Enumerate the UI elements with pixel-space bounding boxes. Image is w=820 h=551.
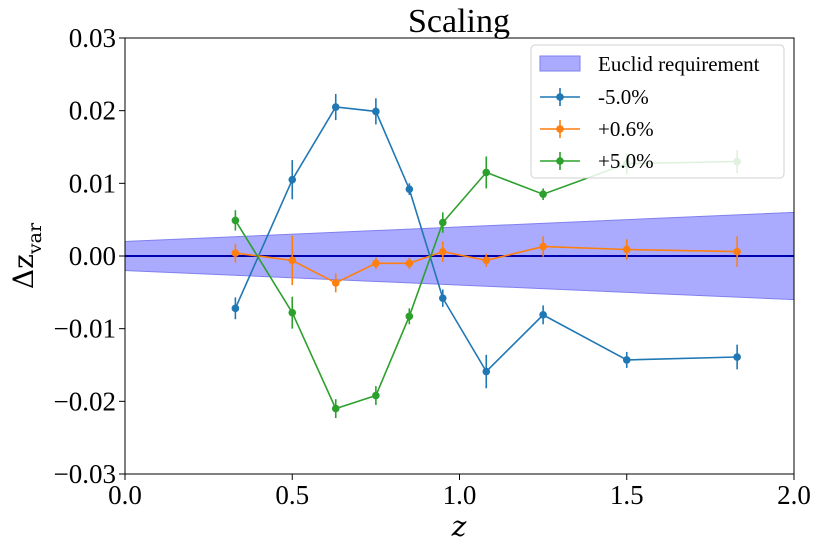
data-point (231, 304, 240, 313)
data-point (405, 312, 414, 321)
legend-marker (556, 93, 564, 101)
data-point (438, 218, 447, 227)
data-point (482, 256, 491, 265)
data-point (231, 216, 240, 225)
legend-label-band: Euclid requirement (598, 52, 760, 76)
data-point (622, 245, 631, 254)
series-layer (231, 93, 741, 419)
legend-band-swatch (539, 55, 581, 72)
data-point (331, 279, 340, 287)
data-point (288, 308, 297, 317)
x-tick-label: 0.0 (108, 480, 142, 510)
legend-label: -5.0% (598, 85, 649, 109)
series-1 (231, 93, 741, 389)
legend-entry-1: -5.0% (540, 85, 649, 109)
legend-marker (556, 125, 564, 133)
svg-text:Δzvar: Δzvar (7, 222, 46, 289)
data-point (482, 367, 491, 376)
data-point (331, 404, 340, 413)
y-axis-label: Δzvar (7, 222, 46, 289)
data-point (288, 256, 297, 265)
y-tick-label: −0.01 (54, 314, 116, 344)
legend-label: +5.0% (598, 149, 654, 173)
y-tick-label: −0.03 (54, 459, 116, 489)
x-tick-label: 1.5 (610, 480, 644, 510)
y-axis-ticks: −0.03 −0.02 −0.01 0.00 0.01 0.02 0.03 (54, 23, 125, 489)
legend-box (530, 44, 785, 179)
y-tick-label: 0.03 (69, 23, 116, 53)
data-point (405, 259, 414, 268)
data-point (733, 247, 741, 256)
data-point (622, 356, 631, 364)
legend-entry-3: +5.0% (540, 149, 654, 173)
y-tick-label: 0.00 (69, 241, 116, 271)
series-line (234, 160, 738, 410)
series-2 (231, 235, 741, 293)
y-axis-label-sub: var (24, 222, 46, 255)
data-point (372, 259, 380, 268)
y-tick-label: 0.01 (69, 168, 116, 198)
legend-label: +0.6% (598, 117, 654, 141)
data-point (231, 249, 240, 257)
data-point (331, 103, 340, 111)
data-point (372, 391, 380, 400)
legend-marker (556, 157, 564, 165)
data-point (539, 311, 547, 319)
data-point (539, 242, 547, 251)
legend-series: -5.0% +0.6% +5.0% (540, 85, 654, 173)
data-point (288, 175, 297, 184)
legend: Euclid requirement -5.0% +0.6% +5.0% (530, 44, 785, 179)
x-tick-label: 1.0 (443, 480, 477, 510)
data-point (438, 294, 447, 302)
legend-entry-2: +0.6% (540, 117, 654, 141)
data-point (733, 353, 741, 361)
series-line (234, 106, 738, 373)
data-point (438, 247, 447, 256)
x-axis-ticks: 0.0 0.5 1.0 1.5 2.0 (108, 474, 811, 510)
data-point (539, 190, 547, 199)
data-point (482, 168, 491, 177)
series-line (235, 245, 738, 284)
y-tick-label: 0.02 (69, 96, 116, 126)
data-point (405, 185, 414, 193)
x-tick-label: 2.0 (777, 480, 811, 510)
x-tick-label: 0.5 (275, 480, 309, 510)
x-axis-label: z (451, 510, 467, 543)
y-axis-label-main: Δz (7, 254, 40, 289)
data-point (372, 107, 380, 116)
chart-title: Scaling (408, 3, 510, 40)
y-tick-label: −0.02 (54, 386, 116, 416)
